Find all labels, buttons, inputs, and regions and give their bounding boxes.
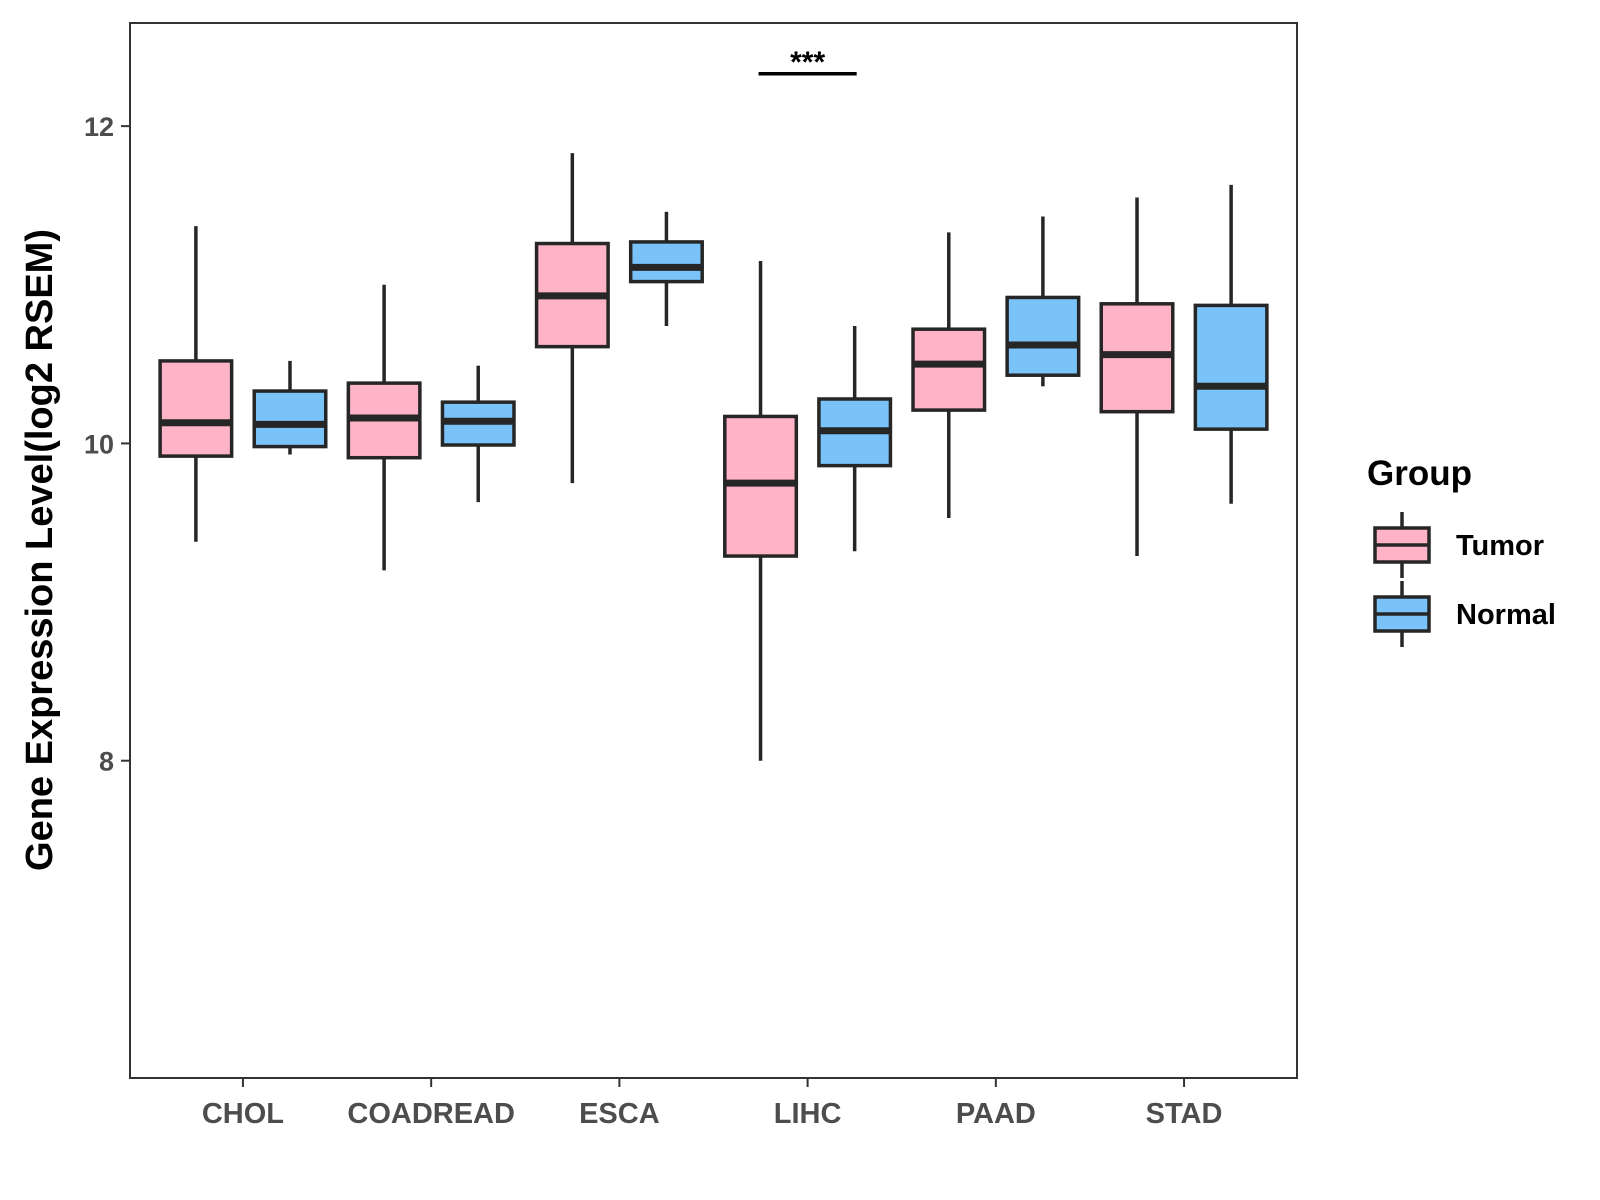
box-body	[252, 389, 328, 449]
x-axis: CHOL COADREAD ESCA LIHC PAAD STAD	[202, 1078, 1223, 1130]
box-body	[158, 359, 234, 458]
y-tick-label: 10	[84, 429, 114, 459]
legend-label: Tumor	[1456, 530, 1544, 562]
y-tick-label: 12	[84, 112, 114, 142]
box-body	[1193, 303, 1269, 431]
y-tick-label: 8	[99, 747, 114, 777]
legend-entry-normal: Normal	[1373, 581, 1556, 647]
box-tumor-paad	[911, 232, 987, 518]
box-normal-paad	[1005, 216, 1081, 387]
box-normal-stad	[1193, 184, 1269, 504]
chart-marks: ***	[158, 46, 1269, 761]
x-tick-label: ESCA	[579, 1098, 660, 1130]
box-normal-chol	[252, 360, 328, 455]
significance-label: ***	[790, 46, 825, 79]
y-axis-title: Gene Expression Level(log2 RSEM)	[19, 229, 61, 871]
x-tick-label: CHOL	[202, 1098, 284, 1130]
plot-panel	[129, 22, 1298, 1079]
x-tick-label: PAAD	[956, 1098, 1036, 1130]
box-normal-lihc	[817, 326, 893, 552]
legend: Group Tumor Normal	[1367, 454, 1556, 647]
x-tick-label: COADREAD	[347, 1098, 515, 1130]
box-body	[911, 327, 987, 412]
box-tumor-lihc	[723, 260, 799, 761]
x-tick-label: STAD	[1146, 1098, 1223, 1130]
legend-label: Normal	[1456, 599, 1556, 631]
box-tumor-chol	[158, 226, 234, 542]
legend-entry-tumor: Tumor	[1373, 512, 1544, 578]
box-body	[628, 240, 704, 284]
box-body	[1005, 295, 1081, 377]
box-tumor-stad	[1099, 197, 1175, 557]
box-tumor-coadread	[346, 284, 422, 571]
box-normal-coadread	[440, 365, 516, 503]
legend-title: Group	[1367, 454, 1472, 493]
box-normal-esca	[628, 211, 704, 327]
x-tick-label: LIHC	[774, 1098, 842, 1130]
y-axis: 8 10 12	[84, 112, 130, 777]
box-tumor-esca	[534, 153, 610, 484]
